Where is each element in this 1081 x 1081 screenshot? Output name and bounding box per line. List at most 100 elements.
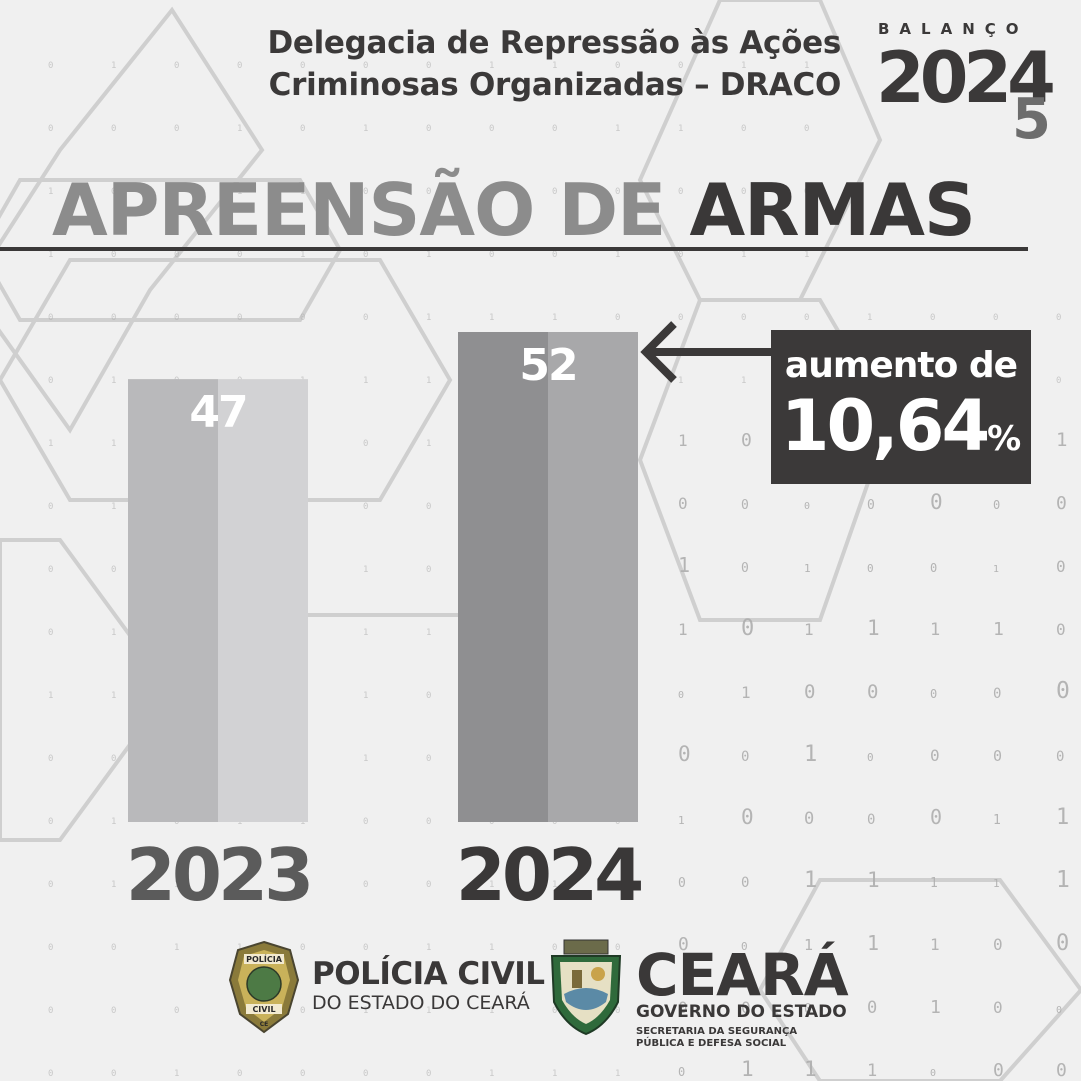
binary-digit: 0	[804, 501, 810, 512]
bar-right-half	[218, 379, 308, 822]
binary-digit: 1	[237, 943, 242, 953]
binary-digit: 1	[867, 616, 880, 640]
binary-digit: 1	[174, 1069, 179, 1079]
binary-digit: 0	[741, 749, 749, 765]
binary-digit: 0	[804, 187, 809, 197]
binary-digit: 0	[363, 187, 368, 197]
binary-digit: 0	[552, 250, 557, 260]
binary-digit: 1	[363, 376, 368, 386]
binary-digit: 0	[48, 376, 53, 386]
binary-digit: 0	[741, 187, 746, 197]
binary-digit: 0	[678, 250, 683, 260]
binary-digit: 1	[741, 376, 746, 386]
binary-digit: 1	[678, 553, 690, 577]
binary-digit: 0	[804, 809, 814, 829]
policia-civil-name: POLÍCIA CIVIL	[312, 956, 545, 992]
binary-digit: 0	[867, 812, 875, 828]
binary-digit: 0	[741, 805, 754, 829]
balanco-label: BALANÇO	[878, 20, 1029, 38]
binary-digit: 1	[552, 880, 557, 890]
binary-digit: 0	[489, 250, 494, 260]
binary-digit: 1	[552, 1069, 557, 1079]
binary-digit: 0	[678, 998, 688, 1017]
binary-digit: 1	[426, 628, 431, 638]
binary-digit: 1	[804, 620, 814, 639]
binary-digit: 0	[111, 754, 116, 764]
binary-digit: 0	[741, 124, 746, 134]
binary-digit: 1	[804, 250, 809, 260]
binary-digit: 1	[552, 61, 557, 71]
binary-digit: 0	[615, 187, 620, 197]
category-label: 2023	[126, 833, 310, 917]
binary-digit: 0	[363, 943, 368, 953]
binary-digit: 1	[363, 1006, 368, 1016]
binary-digit: 1	[678, 124, 683, 134]
binary-digit: 0	[111, 943, 116, 953]
binary-digit: 0	[867, 681, 878, 703]
binary-digit: 0	[426, 754, 431, 764]
binary-digit: 0	[48, 61, 53, 71]
binary-digit: 1	[1056, 805, 1069, 830]
binary-digit: 0	[48, 754, 53, 764]
bar-2024	[458, 332, 638, 822]
bar-right-half	[548, 332, 638, 822]
binary-digit: 0	[993, 498, 1000, 512]
binary-digit: 0	[804, 1002, 812, 1017]
binary-digit: 0	[1056, 557, 1066, 576]
callout-unit: %	[987, 419, 1022, 459]
binary-digit: 1	[993, 877, 1000, 890]
binary-digit: 0	[930, 490, 943, 514]
binary-digit: 1	[174, 880, 179, 890]
policia-civil-subtitle: DO ESTADO DO CEARÁ	[312, 992, 530, 1014]
binary-digit: 1	[1056, 429, 1067, 451]
binary-digit: 0	[615, 61, 620, 71]
bar-value-label: 47	[189, 387, 246, 438]
binary-digit: 0	[867, 498, 875, 513]
binary-digit: 0	[804, 124, 809, 134]
binary-digit: 1	[48, 187, 53, 197]
binary-digit: 1	[615, 880, 620, 890]
binary-digit: 0	[426, 691, 431, 701]
binary-digit: 0	[678, 742, 691, 766]
binary-digit: 1	[678, 814, 685, 827]
binary-digit: 1	[111, 691, 116, 701]
category-label: 2024	[456, 833, 641, 917]
binary-digit: 0	[111, 250, 116, 260]
binary-digit: 0	[48, 880, 53, 890]
binary-digit: 0	[552, 187, 557, 197]
binary-digit: 0	[363, 1069, 368, 1079]
binary-digit: 0	[300, 1069, 305, 1079]
binary-digit: 0	[48, 124, 53, 134]
binary-digit: 1	[552, 313, 557, 323]
binary-digit: 0	[678, 187, 683, 197]
binary-digit: 1	[741, 683, 751, 702]
binary-digit: 1	[363, 565, 368, 575]
binary-digit: 1	[993, 813, 1001, 828]
binary-digit: 1	[426, 250, 431, 260]
ceara-coat-of-arms-icon	[550, 939, 622, 1036]
binary-digit: 0	[300, 1006, 305, 1016]
binary-digit: 0	[174, 313, 179, 323]
binary-digit: 1	[426, 1006, 431, 1016]
binary-digit: 0	[678, 934, 689, 955]
binary-digit: 0	[993, 313, 998, 323]
binary-digit: 0	[930, 1068, 936, 1079]
binary-digit: 0	[741, 313, 746, 323]
binary-digit: 1	[237, 187, 242, 197]
binary-digit: 0	[111, 1069, 116, 1079]
binary-digit: 0	[363, 817, 368, 827]
binary-digit: 0	[363, 880, 368, 890]
binary-digit: 0	[867, 751, 874, 764]
binary-digit: 0	[363, 502, 368, 512]
binary-digit: 1	[867, 313, 872, 323]
policia-civil-badge-icon: POLÍCIA CIVIL CE	[228, 940, 300, 1034]
header-line-1: Delegacia de Repressão às Ações	[267, 25, 841, 61]
binary-digit: 0	[237, 61, 242, 71]
binary-digit: 1	[48, 439, 53, 449]
arrow-left-icon	[640, 321, 771, 383]
binary-digit: 0	[300, 880, 305, 890]
binary-digit: 0	[678, 1065, 685, 1079]
binary-digit: 0	[930, 687, 937, 701]
binary-digit: 0	[993, 747, 1002, 765]
